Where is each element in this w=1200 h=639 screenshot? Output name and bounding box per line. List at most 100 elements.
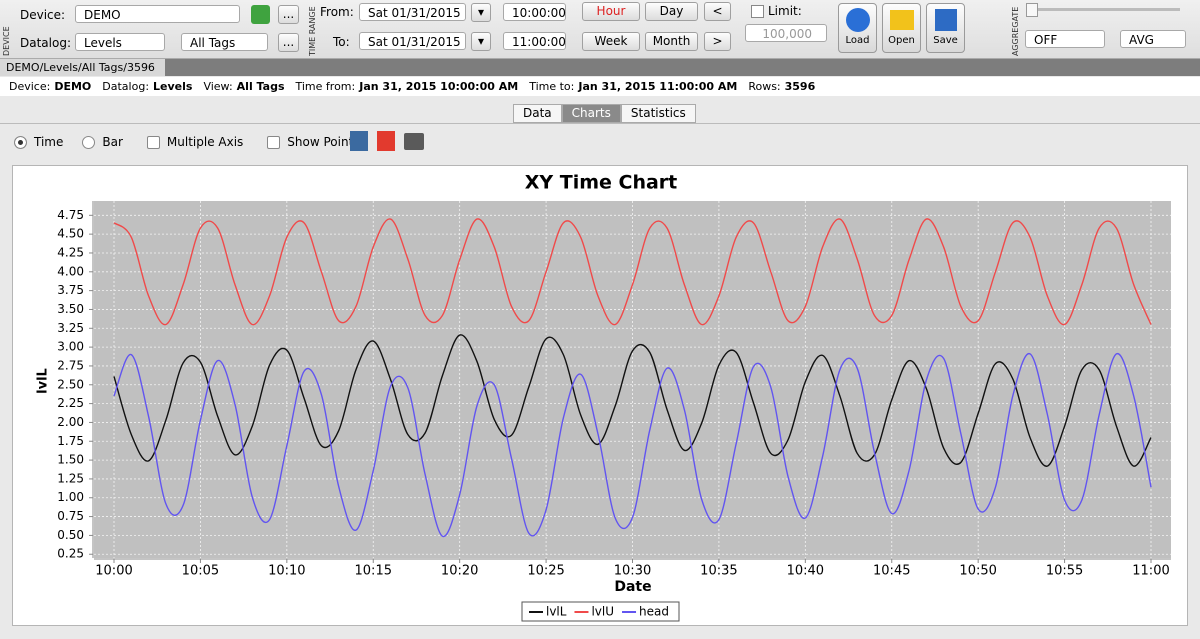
tab-bar: DEMO/Levels/All Tags/3596 ⊗ <box>0 59 1200 91</box>
aggregate-function[interactable]: AVG <box>1120 30 1186 48</box>
info-label: Rows: <box>748 80 781 93</box>
chart: XY Time Chart lvlL Date 0.25 0.50 0.75 1.00… <box>12 165 1188 626</box>
browse-button[interactable]: ... <box>278 33 299 52</box>
option-label: Bar <box>102 135 123 149</box>
y-tick-label: 0.50 <box>57 528 84 542</box>
y-tick-label: 4.75 <box>57 208 84 222</box>
date-picker[interactable]: ▾ <box>471 3 491 22</box>
month-button[interactable]: Month <box>645 32 698 51</box>
label: Datalog: <box>20 36 71 50</box>
series-line <box>113 334 1152 467</box>
browse-button[interactable]: ... <box>278 5 299 24</box>
y-tick-label: 1.00 <box>57 490 84 504</box>
legend-box <box>521 601 680 622</box>
limit-checkbox[interactable] <box>751 5 764 18</box>
y-tick-label: 3.75 <box>57 283 84 297</box>
label: To: <box>333 35 350 49</box>
from-time[interactable]: 10:00:00 <box>503 3 566 21</box>
limit-field[interactable]: 100,000 <box>745 24 827 42</box>
icon <box>889 10 914 30</box>
info-bar: Device: DEMO Datalog: Levels View: All Tags Ti… <box>0 77 1200 96</box>
x-tick-label: 11:00 <box>1132 564 1169 579</box>
x-tick-label: 10:00 <box>95 564 132 579</box>
save-button[interactable]: Save <box>926 3 965 53</box>
x-tick-label: 10:15 <box>355 564 392 579</box>
y-tick-label: 0.25 <box>57 547 84 561</box>
y-tick-label: 2.75 <box>57 358 84 372</box>
legend-label: head <box>639 605 669 619</box>
icon <box>845 8 870 32</box>
device-combo[interactable]: DEMO <box>75 5 240 23</box>
section-label: AGGREGATE <box>1011 6 1020 56</box>
print-button[interactable] <box>404 133 424 150</box>
export-image-button[interactable] <box>350 131 368 151</box>
checkbox[interactable] <box>146 135 160 149</box>
x-tick-label: 10:30 <box>614 564 651 579</box>
x-tick-label: 10:05 <box>182 564 219 579</box>
load-button[interactable]: Load <box>838 3 877 53</box>
info-label: Datalog: <box>102 80 150 93</box>
info-value: Jan 31, 2015 10:00:00 AM <box>359 80 519 93</box>
from-date[interactable]: Sat 01/31/2015 <box>359 3 466 21</box>
legend-label: lvlU <box>591 605 614 619</box>
series-line <box>113 353 1152 537</box>
subtab[interactable]: Charts <box>561 104 621 123</box>
button-label: Open <box>888 35 915 46</box>
x-tick-label: 10:35 <box>700 564 737 579</box>
prev-button[interactable]: < <box>704 2 731 21</box>
button-label: Load <box>845 35 870 46</box>
y-tick-label: 4.25 <box>57 245 84 259</box>
refresh-button[interactable] <box>251 5 270 24</box>
tags-combo[interactable]: All Tags <box>181 33 268 51</box>
info-label: Time to: <box>529 80 575 93</box>
subtab[interactable]: Statistics <box>620 104 696 123</box>
slider-thumb[interactable] <box>1026 3 1038 17</box>
label: Device: <box>20 8 66 22</box>
hour-button[interactable]: Hour <box>582 2 640 21</box>
info-label: View: <box>203 80 233 93</box>
radio-button[interactable] <box>82 135 96 149</box>
x-tick-label: 10:25 <box>527 564 564 579</box>
option-label: Time <box>34 135 64 149</box>
info-value: Jan 31, 2015 11:00:00 AM <box>578 80 738 93</box>
y-tick-label: 3.50 <box>57 302 84 316</box>
section-label: TIME RANGE <box>308 6 317 56</box>
chart-title: XY Time Chart <box>525 172 678 194</box>
to-date[interactable]: Sat 01/31/2015 <box>359 32 466 50</box>
toolbar: DEVICE Device: DEMO ... Datalog: Levels … <box>0 0 1200 59</box>
x-tick-label: 10:10 <box>268 564 305 579</box>
date-picker[interactable]: ▾ <box>471 32 491 51</box>
legend-label: lvlL <box>546 605 567 619</box>
x-tick-label: 10:45 <box>873 564 910 579</box>
next-button[interactable]: > <box>704 32 731 51</box>
info-value: DEMO <box>54 80 92 93</box>
aggregate-mode[interactable]: OFF <box>1025 30 1105 48</box>
open-button[interactable]: Open <box>882 3 921 53</box>
day-button[interactable]: Day <box>645 2 698 21</box>
label: From: <box>320 5 354 19</box>
section-label: DEVICE <box>2 26 11 56</box>
export-pdf-button[interactable] <box>377 131 395 151</box>
subtabs: Data Charts Statistics <box>513 104 696 123</box>
datalog-combo[interactable]: Levels <box>75 33 165 51</box>
y-tick-label: 2.50 <box>57 377 84 391</box>
slider[interactable] <box>1028 8 1180 11</box>
to-time[interactable]: 11:00:00 <box>503 32 566 50</box>
icon <box>934 9 957 31</box>
y-tick-label: 1.25 <box>57 471 84 485</box>
radio-button[interactable] <box>14 135 27 149</box>
y-tick-label: 4.50 <box>57 227 84 241</box>
y-tick-label: 3.25 <box>57 321 84 335</box>
document-tab[interactable]: DEMO/Levels/All Tags/3596 ⊗ <box>0 59 165 91</box>
option-label: Multiple Axis <box>166 135 244 149</box>
series-line <box>113 218 1152 326</box>
y-axis-label: lvlL <box>36 368 51 394</box>
subtab[interactable]: Data <box>513 104 562 123</box>
checkbox[interactable] <box>267 135 281 149</box>
x-tick-label: 10:50 <box>959 564 996 579</box>
tab-label: DEMO/Levels/All Tags/3596 <box>6 61 155 74</box>
info-label: Device: <box>9 80 51 93</box>
week-button[interactable]: Week <box>582 32 640 51</box>
y-tick-label: 2.00 <box>57 415 84 429</box>
